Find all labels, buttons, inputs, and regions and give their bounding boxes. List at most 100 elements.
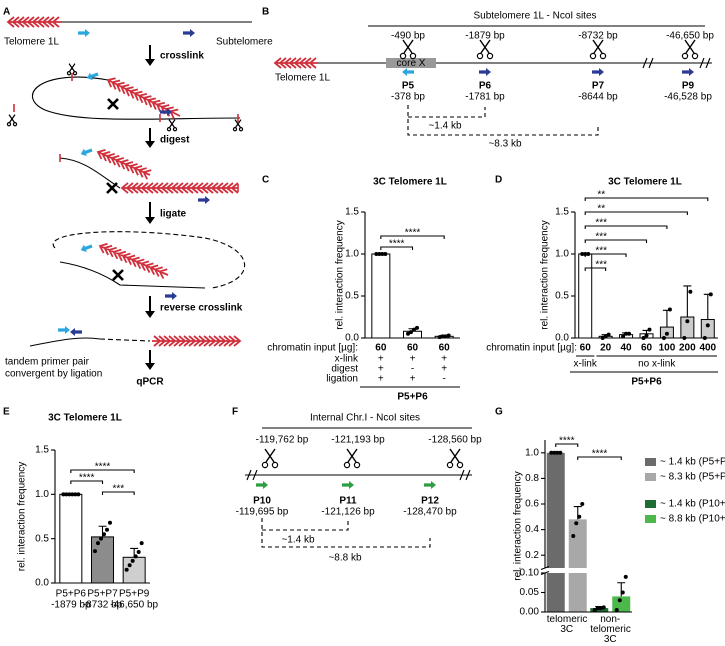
primer-name: P7 xyxy=(592,81,605,92)
y-tick-label: 1.0 xyxy=(525,447,539,458)
primer-position: -128,470 bp xyxy=(403,507,457,518)
significance-label: **** xyxy=(592,449,608,460)
step-arrow xyxy=(145,59,155,66)
significance-bracket xyxy=(577,456,622,460)
data-point xyxy=(606,332,611,337)
scissors xyxy=(446,461,454,469)
data-point xyxy=(380,252,385,256)
condition-label: digest xyxy=(331,364,358,375)
data-point xyxy=(99,536,103,541)
data-point xyxy=(600,336,605,340)
primer-arrow xyxy=(160,108,172,116)
data-point xyxy=(601,605,606,610)
telomere-repeats xyxy=(6,16,62,28)
significance-bracket xyxy=(584,239,648,243)
y-tick-label: 0.5 xyxy=(345,291,359,302)
category-label: 400 xyxy=(699,343,716,354)
data-point xyxy=(105,527,109,532)
distance-bracket xyxy=(261,518,431,548)
primer-arrow xyxy=(80,148,93,157)
group-label: no x-link xyxy=(638,359,676,370)
scissors xyxy=(166,119,178,132)
diagram-title: Subtelomere 1L - NcoI sites xyxy=(473,11,596,22)
data-point xyxy=(108,520,112,525)
site-label: -46,650 bp xyxy=(666,31,714,42)
primer-position: -1781 bp xyxy=(465,92,505,103)
data-point xyxy=(708,292,713,297)
legend-swatch xyxy=(645,458,656,466)
data-point xyxy=(641,336,646,340)
error-bar xyxy=(683,285,692,317)
legend-label: ~ 1.4 kb (P5+P6) xyxy=(660,457,725,468)
y-axis-label: rel. interaction frequency xyxy=(540,220,551,330)
category-label: 200 xyxy=(679,343,696,354)
scissors xyxy=(232,119,244,132)
primer-name: P10 xyxy=(253,496,271,507)
bar xyxy=(59,493,83,584)
telomere-repeats xyxy=(98,242,169,279)
scissors xyxy=(66,63,78,76)
legend-label: ~ 1.4 kb (P10+P11) xyxy=(660,499,725,510)
data-point xyxy=(571,534,576,538)
y-tick-label: 1.5 xyxy=(345,207,359,218)
step-label: ligate xyxy=(160,209,187,220)
panel-label: G xyxy=(495,407,503,418)
data-point xyxy=(415,325,419,330)
dna-dashed xyxy=(99,338,151,342)
y-tick-label: 0.00 xyxy=(520,607,540,618)
scissors xyxy=(599,52,607,60)
data-point xyxy=(377,252,382,256)
scissors xyxy=(592,39,604,54)
data-point xyxy=(70,492,75,497)
primer-arrow xyxy=(402,68,414,76)
row-header: chromatin input [µg]: xyxy=(267,343,358,354)
category-label: 60 xyxy=(641,343,653,354)
group-label: x-link xyxy=(574,359,598,370)
scissors xyxy=(353,461,361,469)
bar xyxy=(700,319,715,339)
significance-label: **** xyxy=(389,239,405,250)
dna xyxy=(32,76,241,120)
label: Telomere 1L xyxy=(275,73,330,84)
panel-label: D xyxy=(495,175,502,186)
primer-name: P9 xyxy=(682,81,695,92)
category-label: 20 xyxy=(600,343,612,354)
significance-bracket xyxy=(70,480,104,484)
scissors xyxy=(6,114,18,127)
group-title: P5+P6 xyxy=(397,392,428,403)
data-point xyxy=(124,567,129,572)
y-tick-label: 0.10 xyxy=(520,568,540,579)
row-header: chromatin input [µg]: xyxy=(486,343,577,354)
scissors xyxy=(691,52,699,60)
dna xyxy=(29,337,101,347)
category-label-box: non-telomeric 3C xyxy=(590,615,631,645)
site-label: -490 bp xyxy=(391,31,425,42)
significance-label: *** xyxy=(112,484,124,495)
legend-label: ~ 8.8 kb (P10+P12) xyxy=(660,514,725,525)
category-sublabel: -8732 bp xyxy=(83,600,123,611)
data-point xyxy=(661,336,666,340)
primer-arrow xyxy=(342,481,354,489)
data-point xyxy=(558,450,563,455)
scissors xyxy=(476,52,484,60)
label: Subtelomere xyxy=(216,37,273,48)
category-label: P5+P9 xyxy=(119,589,150,600)
scissors xyxy=(486,52,494,60)
condition-mark: + xyxy=(441,364,447,375)
category-label: 100 xyxy=(659,343,676,354)
bar xyxy=(568,519,587,612)
axis-break xyxy=(539,568,634,573)
y-tick-label: 0.8 xyxy=(525,473,539,484)
primer-arrow xyxy=(682,68,694,76)
data-point xyxy=(136,549,141,554)
scissors xyxy=(409,52,417,60)
category-sublabel: -46,650 bp xyxy=(110,600,158,611)
primer-position: -119,695 bp xyxy=(236,507,289,518)
category-sublabel: -1879 bp xyxy=(51,600,91,611)
category-label: 40 xyxy=(621,343,633,354)
telomere-repeats xyxy=(96,148,152,180)
primer-arrow xyxy=(80,244,93,253)
data-point xyxy=(555,450,560,455)
significance-label: *** xyxy=(595,218,607,229)
data-point xyxy=(664,331,669,336)
